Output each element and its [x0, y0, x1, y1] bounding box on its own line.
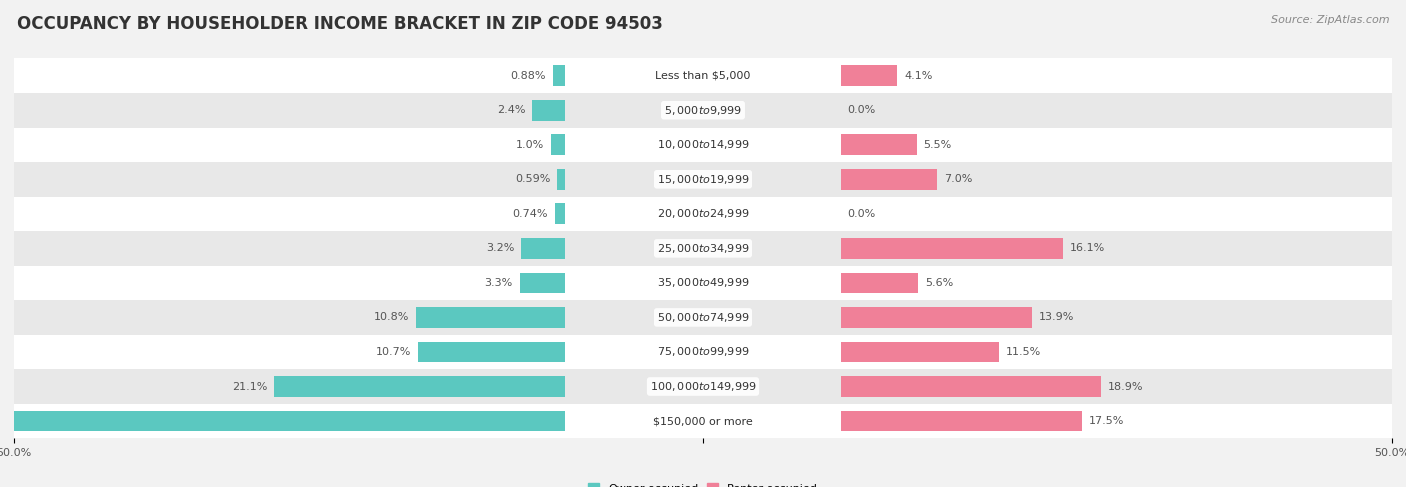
- Text: 3.2%: 3.2%: [486, 244, 515, 253]
- Text: 16.1%: 16.1%: [1070, 244, 1105, 253]
- Bar: [416, 307, 565, 328]
- Text: $5,000 to $9,999: $5,000 to $9,999: [664, 104, 742, 117]
- Text: Source: ZipAtlas.com: Source: ZipAtlas.com: [1271, 15, 1389, 25]
- Text: 0.0%: 0.0%: [848, 209, 876, 219]
- Bar: [14, 265, 1392, 300]
- Bar: [0, 411, 565, 431]
- Bar: [841, 411, 1083, 431]
- Text: 17.5%: 17.5%: [1088, 416, 1125, 426]
- Bar: [418, 341, 565, 362]
- Bar: [551, 134, 565, 155]
- Text: 0.88%: 0.88%: [510, 71, 546, 81]
- Bar: [841, 65, 897, 86]
- Text: 10.7%: 10.7%: [375, 347, 411, 357]
- Text: $35,000 to $49,999: $35,000 to $49,999: [657, 277, 749, 289]
- Bar: [14, 231, 1392, 265]
- Bar: [841, 273, 918, 293]
- Text: $100,000 to $149,999: $100,000 to $149,999: [650, 380, 756, 393]
- Text: 13.9%: 13.9%: [1039, 313, 1074, 322]
- Bar: [14, 335, 1392, 369]
- Text: $10,000 to $14,999: $10,000 to $14,999: [657, 138, 749, 151]
- Text: $150,000 or more: $150,000 or more: [654, 416, 752, 426]
- Text: 0.59%: 0.59%: [515, 174, 550, 184]
- Bar: [14, 128, 1392, 162]
- Bar: [14, 404, 1392, 438]
- Text: 11.5%: 11.5%: [1007, 347, 1042, 357]
- Text: $15,000 to $19,999: $15,000 to $19,999: [657, 173, 749, 186]
- Bar: [14, 93, 1392, 128]
- Text: 1.0%: 1.0%: [516, 140, 544, 150]
- Text: 21.1%: 21.1%: [232, 381, 267, 392]
- Text: 2.4%: 2.4%: [496, 105, 526, 115]
- Text: OCCUPANCY BY HOUSEHOLDER INCOME BRACKET IN ZIP CODE 94503: OCCUPANCY BY HOUSEHOLDER INCOME BRACKET …: [17, 15, 662, 33]
- Text: $20,000 to $24,999: $20,000 to $24,999: [657, 207, 749, 220]
- Bar: [557, 169, 565, 189]
- Bar: [841, 307, 1032, 328]
- Bar: [841, 169, 938, 189]
- Bar: [14, 197, 1392, 231]
- Bar: [522, 238, 565, 259]
- Text: 0.0%: 0.0%: [848, 105, 876, 115]
- Bar: [555, 204, 565, 224]
- Bar: [14, 58, 1392, 93]
- Text: 5.6%: 5.6%: [925, 278, 953, 288]
- Bar: [841, 341, 1000, 362]
- Text: 18.9%: 18.9%: [1108, 381, 1143, 392]
- Text: 3.3%: 3.3%: [485, 278, 513, 288]
- Bar: [531, 100, 565, 121]
- Text: 0.74%: 0.74%: [513, 209, 548, 219]
- Text: $50,000 to $74,999: $50,000 to $74,999: [657, 311, 749, 324]
- Bar: [841, 376, 1101, 397]
- Bar: [14, 162, 1392, 197]
- Bar: [841, 134, 917, 155]
- Bar: [553, 65, 565, 86]
- Bar: [841, 238, 1063, 259]
- Text: $25,000 to $34,999: $25,000 to $34,999: [657, 242, 749, 255]
- Bar: [14, 369, 1392, 404]
- Legend: Owner-occupied, Renter-occupied: Owner-occupied, Renter-occupied: [588, 484, 818, 487]
- Bar: [274, 376, 565, 397]
- Text: 10.8%: 10.8%: [374, 313, 409, 322]
- Text: $75,000 to $99,999: $75,000 to $99,999: [657, 345, 749, 358]
- Text: 5.5%: 5.5%: [924, 140, 952, 150]
- Text: Less than $5,000: Less than $5,000: [655, 71, 751, 81]
- Bar: [520, 273, 565, 293]
- Bar: [14, 300, 1392, 335]
- Text: 7.0%: 7.0%: [945, 174, 973, 184]
- Text: 4.1%: 4.1%: [904, 71, 932, 81]
